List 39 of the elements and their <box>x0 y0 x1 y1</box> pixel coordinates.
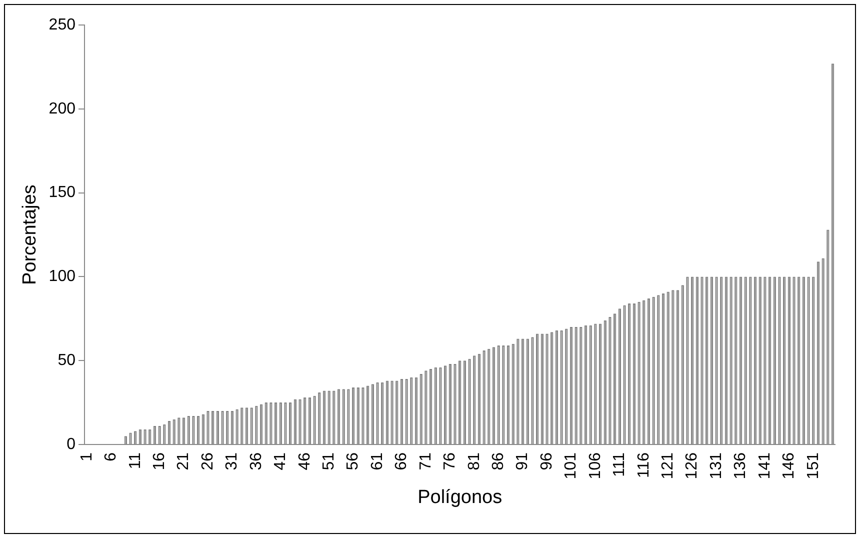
x-tick-label: 26 <box>199 452 216 470</box>
x-tick-label: 36 <box>248 452 265 470</box>
x-tick-label: 91 <box>514 452 532 470</box>
x-tick-label: 1 <box>78 452 96 462</box>
x-tick-label: 116 <box>635 452 652 478</box>
x-tick-label: 111 <box>611 452 628 477</box>
x-tick-label: 76 <box>442 452 459 470</box>
x-tick-label: 86 <box>490 452 507 470</box>
x-tick-label: 6 <box>102 452 120 462</box>
y-tick-label: 200 <box>48 100 76 118</box>
y-tick-label: 150 <box>48 184 76 202</box>
x-tick-label: 51 <box>320 452 338 470</box>
y-tick-label: 50 <box>58 352 76 370</box>
x-tick-label: 126 <box>684 452 701 480</box>
x-tick-label: 81 <box>466 452 483 470</box>
y-axis-title: Porcentajes <box>20 184 41 285</box>
x-tick-label: 131 <box>708 452 725 480</box>
x-tick-label: 141 <box>756 452 774 480</box>
x-tick-label: 31 <box>224 452 241 470</box>
x-tick-label: 136 <box>732 452 750 480</box>
x-tick-label: 151 <box>804 452 822 480</box>
x-tick-label: 41 <box>272 452 290 470</box>
y-tick-label: 0 <box>66 436 76 453</box>
x-tick-label: 146 <box>780 452 798 480</box>
x-tick-label: 61 <box>368 452 386 470</box>
x-tick-label: 66 <box>393 452 410 470</box>
x-tick-label: 121 <box>660 452 677 480</box>
x-tick-label: 16 <box>150 452 168 470</box>
x-tick-label: 71 <box>417 452 434 470</box>
x-tick-label: 21 <box>175 452 192 470</box>
x-tick-label: 56 <box>344 452 362 470</box>
x-tick-label: 101 <box>562 452 580 480</box>
y-tick-label: 100 <box>48 268 76 286</box>
x-axis-title: Polígonos <box>418 486 502 508</box>
y-tick-label: 250 <box>48 16 76 34</box>
x-tick-label: 96 <box>538 452 556 470</box>
x-tick-label: 106 <box>586 452 604 480</box>
x-tick-label: 11 <box>126 452 144 470</box>
x-tick-label: 46 <box>296 452 314 470</box>
